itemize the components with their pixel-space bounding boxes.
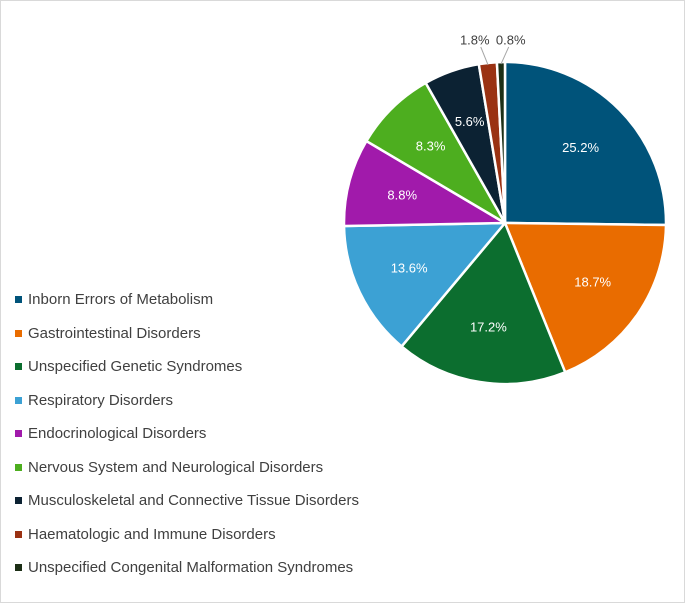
- legend-item: Musculoskeletal and Connective Tissue Di…: [15, 484, 359, 518]
- data-label: 5.6%: [455, 114, 485, 129]
- data-label: 8.8%: [387, 187, 417, 202]
- legend-swatch: [15, 497, 22, 505]
- legend-swatch: [15, 329, 22, 337]
- legend-label: Unspecified Genetic Syndromes: [28, 358, 243, 376]
- pie-slice: [342, 139, 507, 228]
- data-label: 8.3%: [416, 139, 446, 154]
- data-label: 18.7%: [574, 274, 611, 289]
- legend-label: Haematologic and Immune Disorders: [28, 525, 276, 543]
- legend-label: Unspecified Congenital Malformation Synd…: [28, 559, 354, 577]
- legend-swatch: [15, 396, 22, 404]
- legend-item: Unspecified Genetic Syndromes: [15, 350, 359, 384]
- legend-item: Endocrinological Disorders: [15, 417, 359, 451]
- legend-swatch: [15, 430, 22, 438]
- leader-line: [480, 46, 489, 66]
- legend-item: Haematologic and Immune Disorders: [15, 518, 359, 552]
- legend-item: Nervous System and Neurological Disorder…: [15, 451, 359, 485]
- data-label: 13.6%: [391, 260, 428, 275]
- legend-label: Inborn Errors of Metabolism: [28, 291, 214, 309]
- legend-swatch: [15, 564, 22, 572]
- pie-slice: [503, 60, 668, 227]
- legend-label: Nervous System and Neurological Disorder…: [28, 458, 324, 476]
- data-label: 0.8%: [496, 32, 526, 47]
- legend-item: Respiratory Disorders: [15, 384, 359, 418]
- pie-slice: [495, 60, 507, 225]
- legend-item: Gastrointestinal Disorders: [15, 317, 359, 351]
- legend-swatch: [15, 530, 22, 538]
- legend-item: Unspecified Congenital Malformation Synd…: [15, 551, 359, 585]
- data-label: 1.8%: [460, 32, 490, 47]
- chart-legend: Inborn Errors of Metabolism Gastrointesti…: [15, 283, 359, 585]
- legend-swatch: [15, 463, 22, 471]
- legend-label: Musculoskeletal and Connective Tissue Di…: [28, 492, 359, 510]
- data-label: 17.2%: [470, 319, 507, 334]
- legend-item: Inborn Errors of Metabolism: [15, 283, 359, 317]
- legend-swatch: [15, 296, 22, 304]
- pie-slice: [503, 221, 668, 374]
- pie-slice: [400, 221, 567, 386]
- data-label: 25.2%: [562, 140, 599, 155]
- legend-label: Respiratory Disorders: [28, 391, 174, 409]
- legend-label: Endocrinological Disorders: [28, 425, 207, 443]
- legend-swatch: [15, 363, 22, 371]
- leader-line: [500, 46, 510, 65]
- legend-label: Gastrointestinal Disorders: [28, 324, 201, 342]
- pie-slice: [342, 221, 507, 348]
